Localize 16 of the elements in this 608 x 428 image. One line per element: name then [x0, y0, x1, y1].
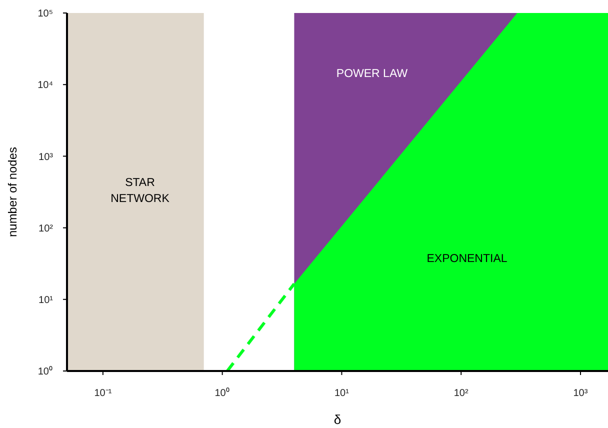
y-tick-label: 10⁴ [38, 80, 53, 92]
x-tick-label: 10¹ [334, 388, 350, 400]
x-tick-label: 10⁰ [214, 387, 230, 400]
y-tick-label: 10¹ [38, 294, 54, 306]
annotation: STAR NETWORK [110, 177, 170, 205]
y-tick-label: 10² [38, 223, 54, 234]
y-axis-title: number of nodes [5, 146, 20, 238]
annotation: EXPONENTIAL [426, 253, 508, 265]
y-tick-label: 10⁵ [38, 8, 53, 20]
x-tick-label: 10³ [573, 388, 588, 400]
y-tick-label: 10⁰ [38, 366, 53, 378]
x-axis-title: δ [334, 412, 342, 427]
x-tick-label: 10⁻¹ [94, 388, 112, 400]
x-tick-label: 10² [454, 388, 469, 400]
y-tick-label: 10³ [38, 152, 54, 163]
annotation: POWER LAW [336, 68, 408, 80]
